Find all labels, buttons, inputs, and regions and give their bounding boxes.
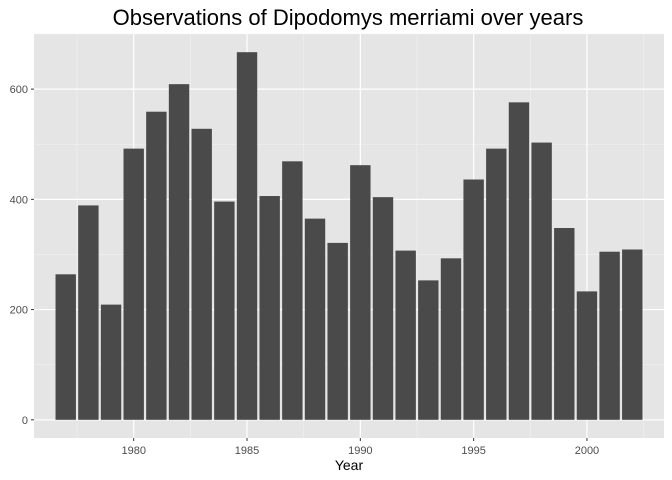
y-tick-label: 0 bbox=[22, 415, 28, 427]
bar-1977 bbox=[55, 274, 76, 420]
bar-1978 bbox=[78, 205, 99, 420]
bar-1997 bbox=[508, 102, 530, 420]
x-axis: 1980 1985 1990 1995 2000 bbox=[121, 438, 599, 457]
bar-2002 bbox=[622, 249, 643, 420]
bar-1998 bbox=[531, 142, 552, 420]
bar-1996 bbox=[486, 148, 507, 420]
y-axis: 0 200 400 600 bbox=[10, 84, 34, 427]
bar-1979 bbox=[100, 304, 122, 420]
bars-group bbox=[55, 52, 643, 420]
bar-1984 bbox=[214, 201, 235, 420]
bar-1988 bbox=[304, 218, 326, 420]
bar-1982 bbox=[168, 84, 190, 420]
bar-1981 bbox=[146, 111, 167, 420]
bar-1995 bbox=[463, 179, 484, 420]
x-tick-label: 1985 bbox=[235, 445, 259, 457]
x-tick-label: 1995 bbox=[461, 445, 485, 457]
x-tick-label: 1990 bbox=[348, 445, 372, 457]
y-tick-label: 400 bbox=[10, 194, 28, 206]
bar-1994 bbox=[440, 258, 462, 420]
bar-1992 bbox=[395, 250, 416, 420]
bar-1990 bbox=[350, 165, 371, 420]
y-tick-label: 600 bbox=[10, 84, 28, 96]
bar-1999 bbox=[554, 228, 575, 420]
y-tick-label: 200 bbox=[10, 305, 28, 317]
bar-1989 bbox=[327, 242, 348, 420]
bar-1986 bbox=[259, 196, 280, 420]
bar-1991 bbox=[372, 197, 394, 420]
x-tick-label: 2000 bbox=[575, 445, 599, 457]
bar-2000 bbox=[576, 291, 598, 420]
x-tick-label: 1980 bbox=[121, 445, 145, 457]
bar-1993 bbox=[418, 280, 439, 420]
bar-1987 bbox=[282, 161, 303, 420]
bar-2001 bbox=[599, 251, 620, 420]
bar-1985 bbox=[236, 52, 258, 420]
bar-1980 bbox=[123, 148, 144, 420]
bar-1983 bbox=[191, 128, 212, 420]
chart-title: Observations of Dipodomys merriami over … bbox=[113, 5, 584, 30]
x-axis-label: Year bbox=[335, 457, 364, 473]
